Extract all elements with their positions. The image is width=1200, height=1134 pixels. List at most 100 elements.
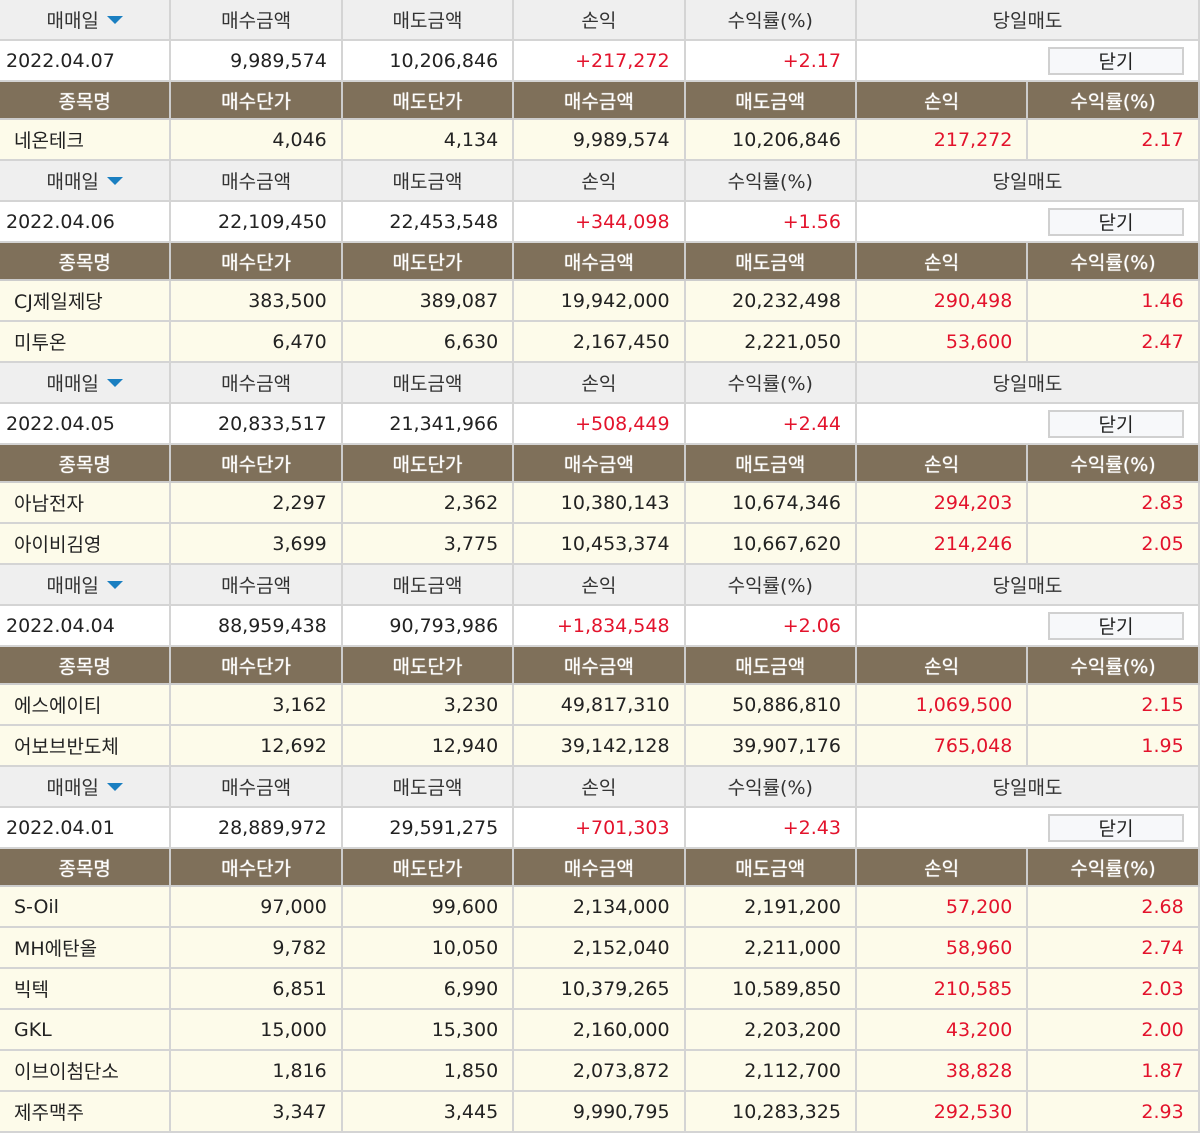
summary-buy-amount: 20,833,517 bbox=[171, 404, 343, 445]
item-column-header: 매도단가 bbox=[342, 445, 515, 483]
sort-desc-icon[interactable] bbox=[106, 782, 123, 791]
stock-name: 어보브반도체 bbox=[0, 726, 172, 767]
column-header-label: 매매일 bbox=[46, 777, 99, 799]
summary-sell-amount: 90,793,986 bbox=[342, 606, 515, 647]
item-header-row: 종목명 매수단가 매도단가 매수금액 매도금액 손익 수익률(%) bbox=[0, 243, 1200, 281]
stock-row[interactable]: 아남전자 2,297 2,362 10,380,143 10,674,346 294,20… bbox=[0, 483, 1200, 524]
column-header-label: 수익률(%) bbox=[727, 10, 813, 32]
same-day-sell-cell: 닫기 bbox=[856, 202, 1200, 243]
date-summary-row[interactable]: 2022.04.06 22,109,450 22,453,548 +344,098 +1… bbox=[0, 202, 1200, 243]
column-header-date[interactable]: 매매일 bbox=[0, 363, 172, 404]
summary-buy-amount: 22,109,450 bbox=[171, 202, 343, 243]
item-column-header: 손익 bbox=[856, 445, 1029, 483]
stock-row[interactable]: S-Oil 97,000 99,600 2,134,000 2,191,200 57,20… bbox=[0, 887, 1200, 928]
close-button[interactable]: 닫기 bbox=[1047, 813, 1184, 842]
column-header-label: 매수금액 bbox=[221, 10, 292, 32]
buy-price: 6,470 bbox=[171, 322, 343, 363]
column-header-date[interactable]: 매매일 bbox=[0, 0, 172, 41]
item-column-header: 매도단가 bbox=[342, 82, 515, 120]
return-rate: 2.68 bbox=[1028, 887, 1200, 928]
column-header-buy-amount: 매수금액 bbox=[171, 565, 343, 606]
stock-row[interactable]: CJ제일제당 383,500 389,087 19,942,000 20,232,498… bbox=[0, 281, 1200, 322]
column-header-label: 매매일 bbox=[46, 373, 99, 395]
column-header-label: 매도금액 bbox=[392, 10, 463, 32]
sort-desc-icon[interactable] bbox=[106, 15, 123, 24]
sell-price: 3,775 bbox=[342, 524, 515, 565]
profit-loss: 210,585 bbox=[856, 969, 1029, 1010]
stock-row[interactable]: 아이비김영 3,699 3,775 10,453,374 10,667,620 214,2… bbox=[0, 524, 1200, 565]
sort-desc-icon[interactable] bbox=[106, 176, 123, 185]
sell-amount: 10,674,346 bbox=[685, 483, 857, 524]
stock-row[interactable]: 에스에이티 3,162 3,230 49,817,310 50,886,810 1,069… bbox=[0, 685, 1200, 726]
column-header-date[interactable]: 매매일 bbox=[0, 767, 172, 808]
stock-row[interactable]: GKL 15,000 15,300 2,160,000 2,203,200 43,200 2… bbox=[0, 1010, 1200, 1051]
column-header-buy-amount: 매수금액 bbox=[171, 363, 343, 404]
buy-amount: 10,453,374 bbox=[514, 524, 686, 565]
sort-desc-icon[interactable] bbox=[106, 378, 123, 387]
stock-row[interactable]: 이브이첨단소 1,816 1,850 2,073,872 2,112,700 38,828… bbox=[0, 1051, 1200, 1092]
item-header-row: 종목명 매수단가 매도단가 매수금액 매도금액 손익 수익률(%) bbox=[0, 82, 1200, 120]
column-header-label: 매도금액 bbox=[392, 373, 463, 395]
profit-loss: 58,960 bbox=[856, 928, 1029, 969]
date-summary-row[interactable]: 2022.04.05 20,833,517 21,341,966 +508,449 +2… bbox=[0, 404, 1200, 445]
summary-date: 2022.04.07 bbox=[0, 41, 172, 82]
date-summary-row[interactable]: 2022.04.01 28,889,972 29,591,275 +701,303 +2… bbox=[0, 808, 1200, 849]
stock-name: 이브이첨단소 bbox=[0, 1051, 172, 1092]
item-column-header: 수익률(%) bbox=[1028, 647, 1200, 685]
group-header-row: 매매일 매수금액 매도금액 손익 수익률(%) 당일매도 bbox=[0, 363, 1200, 404]
buy-amount: 10,379,265 bbox=[514, 969, 686, 1010]
sort-desc-icon[interactable] bbox=[106, 580, 123, 589]
stock-row[interactable]: MH에탄올 9,782 10,050 2,152,040 2,211,000 58,960… bbox=[0, 928, 1200, 969]
column-header-rate: 수익률(%) bbox=[685, 767, 857, 808]
buy-price: 4,046 bbox=[171, 120, 343, 161]
date-summary-row[interactable]: 2022.04.04 88,959,438 90,793,986 +1,834,548… bbox=[0, 606, 1200, 647]
column-header-label: 매수금액 bbox=[221, 575, 292, 597]
sell-price: 3,445 bbox=[342, 1092, 515, 1133]
same-day-sell-cell: 닫기 bbox=[856, 41, 1200, 82]
close-button[interactable]: 닫기 bbox=[1047, 207, 1184, 236]
group-header-row: 매매일 매수금액 매도금액 손익 수익률(%) 당일매도 bbox=[0, 161, 1200, 202]
stock-row[interactable]: 네온테크 4,046 4,134 9,989,574 10,206,846 217,272… bbox=[0, 120, 1200, 161]
item-column-header: 종목명 bbox=[0, 243, 172, 281]
stock-name: 아이비김영 bbox=[0, 524, 172, 565]
return-rate: 1.95 bbox=[1028, 726, 1200, 767]
buy-amount: 19,942,000 bbox=[514, 281, 686, 322]
summary-sell-amount: 21,341,966 bbox=[342, 404, 515, 445]
stock-row[interactable]: 빅텍 6,851 6,990 10,379,265 10,589,850 210,585 2… bbox=[0, 969, 1200, 1010]
item-column-header: 매수금액 bbox=[514, 647, 686, 685]
summary-pl: +217,272 bbox=[514, 41, 686, 82]
column-header-label: 당일매도 bbox=[992, 575, 1063, 597]
profit-loss: 57,200 bbox=[856, 887, 1029, 928]
column-header-label: 수익률(%) bbox=[727, 373, 813, 395]
stock-row[interactable]: 미투온 6,470 6,630 2,167,450 2,221,050 53,600 2.4… bbox=[0, 322, 1200, 363]
stock-row[interactable]: 어보브반도체 12,692 12,940 39,142,128 39,907,176 76… bbox=[0, 726, 1200, 767]
close-button[interactable]: 닫기 bbox=[1047, 46, 1184, 75]
close-button[interactable]: 닫기 bbox=[1047, 611, 1184, 640]
column-header-label: 손익 bbox=[581, 373, 617, 395]
column-header-label: 당일매도 bbox=[992, 777, 1063, 799]
column-header-rate: 수익률(%) bbox=[685, 161, 857, 202]
buy-price: 2,297 bbox=[171, 483, 343, 524]
stock-row[interactable]: 제주맥주 3,347 3,445 9,990,795 10,283,325 292,530… bbox=[0, 1092, 1200, 1133]
column-header-label: 당일매도 bbox=[992, 10, 1063, 32]
buy-amount: 10,380,143 bbox=[514, 483, 686, 524]
sell-price: 15,300 bbox=[342, 1010, 515, 1051]
column-header-label: 매수금액 bbox=[221, 777, 292, 799]
date-summary-row[interactable]: 2022.04.07 9,989,574 10,206,846 +217,272 +2.… bbox=[0, 41, 1200, 82]
buy-price: 3,162 bbox=[171, 685, 343, 726]
column-header-pl: 손익 bbox=[514, 565, 686, 606]
column-header-label: 손익 bbox=[581, 777, 617, 799]
column-header-date[interactable]: 매매일 bbox=[0, 161, 172, 202]
close-button[interactable]: 닫기 bbox=[1047, 409, 1184, 438]
item-column-header: 매수금액 bbox=[514, 243, 686, 281]
sell-amount: 2,191,200 bbox=[685, 887, 857, 928]
column-header-date[interactable]: 매매일 bbox=[0, 565, 172, 606]
column-header-same-day-sell: 당일매도 bbox=[856, 565, 1200, 606]
sell-price: 4,134 bbox=[342, 120, 515, 161]
stock-name: 빅텍 bbox=[0, 969, 172, 1010]
item-column-header: 매도단가 bbox=[342, 243, 515, 281]
return-rate: 2.93 bbox=[1028, 1092, 1200, 1133]
profit-loss: 53,600 bbox=[856, 322, 1029, 363]
return-rate: 2.47 bbox=[1028, 322, 1200, 363]
